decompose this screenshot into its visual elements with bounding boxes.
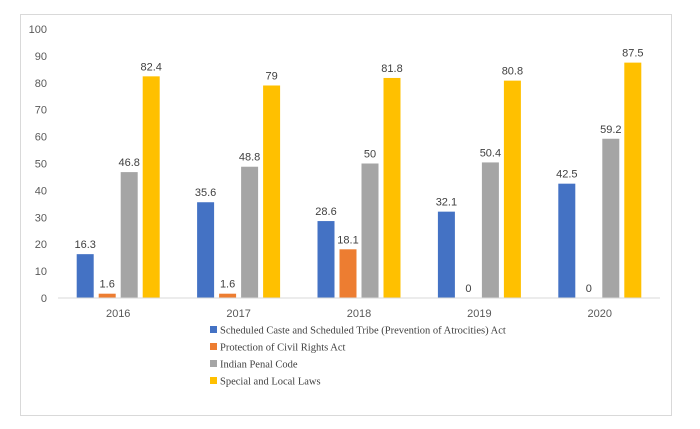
x-tick-label: 2016 xyxy=(106,308,130,320)
y-tick-label: 10 xyxy=(35,266,47,278)
y-tick-label: 40 xyxy=(35,185,47,197)
y-axis: 0 10 20 30 40 50 60 70 80 90 100 xyxy=(29,24,47,305)
data-label: 81.8 xyxy=(381,63,402,75)
data-label: 28.6 xyxy=(315,206,336,218)
bar xyxy=(624,62,642,298)
bar xyxy=(142,76,160,299)
x-tick-label: 2020 xyxy=(588,308,612,320)
bar xyxy=(197,202,215,298)
bar xyxy=(120,172,138,298)
legend-label: Scheduled Caste and Scheduled Tribe (Pre… xyxy=(220,326,506,337)
data-label: 48.8 xyxy=(239,152,260,164)
bar xyxy=(602,138,620,298)
data-label: 79 xyxy=(265,70,277,82)
data-label: 50 xyxy=(364,149,376,161)
legend-label: Protection of Civil Rights Act xyxy=(220,343,345,354)
data-label: 0 xyxy=(465,283,471,295)
data-label: 87.5 xyxy=(622,48,643,60)
y-tick-label: 90 xyxy=(35,51,47,63)
legend: Scheduled Caste and Scheduled Tribe (Pre… xyxy=(210,326,506,388)
x-axis: 2016 2017 2018 2019 2020 xyxy=(106,308,612,320)
legend-label: Special and Local Laws xyxy=(220,377,321,388)
y-tick-label: 20 xyxy=(35,239,47,251)
x-tick-label: 2019 xyxy=(467,308,491,320)
legend-swatch xyxy=(210,326,217,333)
bar xyxy=(317,221,335,298)
y-tick-label: 80 xyxy=(35,78,47,90)
legend-swatch xyxy=(210,343,217,350)
data-label: 82.4 xyxy=(140,61,161,73)
y-tick-label: 70 xyxy=(35,105,47,117)
bar xyxy=(263,85,281,299)
y-tick-label: 50 xyxy=(35,159,47,171)
data-label: 0 xyxy=(586,283,592,295)
bar xyxy=(361,163,379,298)
bar xyxy=(98,293,116,298)
bar xyxy=(339,249,357,298)
y-tick-label: 30 xyxy=(35,212,47,224)
legend-swatch xyxy=(210,360,217,367)
data-label: 1.6 xyxy=(220,279,235,291)
bars: 16.3 1.6 46.8 82.4 35.6 1.6 48.8 79 28.6 18.1 50 81… xyxy=(74,48,644,299)
y-tick-label: 0 xyxy=(41,293,47,305)
data-label: 42.5 xyxy=(556,169,577,181)
x-tick-label: 2017 xyxy=(226,308,250,320)
legend-label: Indian Penal Code xyxy=(220,360,298,371)
bar xyxy=(241,166,259,298)
data-label: 50.4 xyxy=(480,147,501,159)
y-tick-label: 100 xyxy=(29,24,47,36)
bar xyxy=(481,162,499,298)
data-label: 18.1 xyxy=(337,234,358,246)
data-label: 80.8 xyxy=(502,66,523,78)
bar xyxy=(558,183,576,298)
bar xyxy=(383,77,401,298)
data-label: 16.3 xyxy=(74,239,95,251)
bar xyxy=(219,293,237,298)
data-label: 1.6 xyxy=(100,279,115,291)
bar xyxy=(503,80,521,298)
x-tick-label: 2018 xyxy=(347,308,371,320)
data-label: 59.2 xyxy=(600,124,621,136)
data-label: 32.1 xyxy=(436,197,457,209)
data-label: 35.6 xyxy=(195,187,216,199)
bar xyxy=(76,254,94,298)
legend-swatch xyxy=(210,377,217,384)
data-label: 46.8 xyxy=(118,157,139,169)
bar xyxy=(437,211,455,298)
y-tick-label: 60 xyxy=(35,132,47,144)
